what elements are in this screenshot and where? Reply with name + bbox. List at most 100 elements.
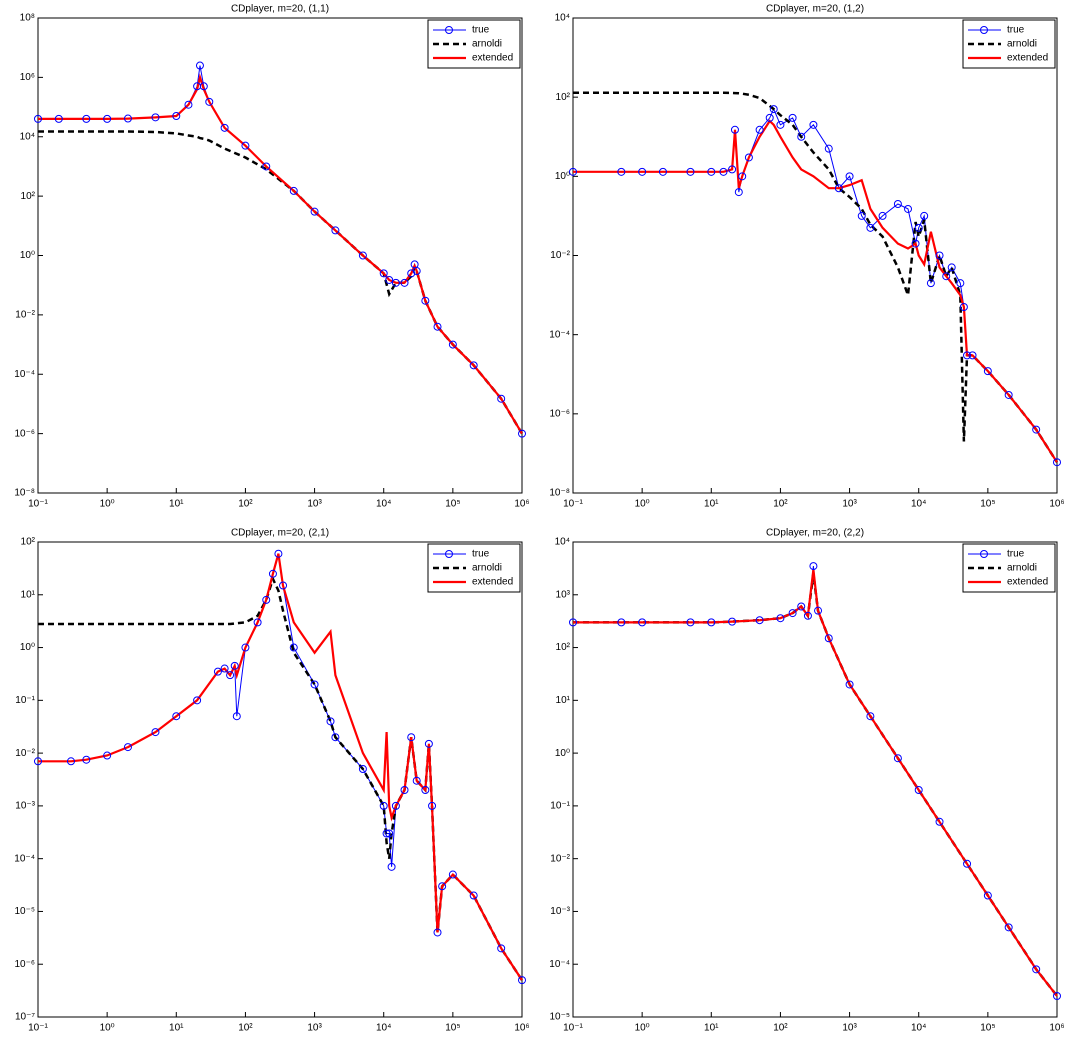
data-point <box>289 186 298 195</box>
x-tick-label: 10⁻¹ <box>563 1023 583 1034</box>
data-point <box>914 786 923 795</box>
y-tick-label: 10⁻² <box>550 853 570 864</box>
data-point <box>1053 458 1061 467</box>
y-tick-label: 10⁻⁷ <box>15 1012 35 1023</box>
data-point <box>719 167 728 176</box>
data-point <box>400 278 409 287</box>
y-tick-label: 10⁴ <box>555 13 570 24</box>
data-point <box>205 97 214 106</box>
y-tick-label: 10² <box>556 92 571 103</box>
data-point <box>448 870 457 879</box>
x-tick-label: 10² <box>238 499 253 510</box>
data-point <box>942 272 951 281</box>
x-tick-label: 10³ <box>307 499 322 510</box>
x-tick-label: 10⁴ <box>911 499 926 510</box>
data-point <box>983 367 992 376</box>
legend-label: true <box>472 25 490 36</box>
data-point <box>497 944 506 953</box>
y-tick-label: 10⁻⁴ <box>549 959 570 970</box>
data-point <box>920 211 929 220</box>
data-point <box>617 618 626 627</box>
y-tick-label: 10¹ <box>21 589 36 600</box>
legend: true arnoldi extended <box>962 543 1056 593</box>
y-tick-label: 10⁸ <box>20 13 35 24</box>
legend-label: extended <box>1007 53 1048 64</box>
data-point <box>857 211 866 220</box>
plot-area <box>572 17 1058 494</box>
y-tick-label: 10⁻³ <box>15 801 35 812</box>
x-tick-label: 10² <box>238 1023 253 1034</box>
chart-title: CDplayer, m=20, (1,2) <box>766 4 864 15</box>
data-point <box>1053 991 1061 1000</box>
data-point <box>385 275 394 284</box>
data-point <box>407 733 416 742</box>
legend-marker <box>445 550 453 558</box>
x-tick-label: 10⁻¹ <box>28 1023 48 1034</box>
data-point <box>268 569 277 578</box>
data-point <box>963 859 972 868</box>
data-point <box>421 786 430 795</box>
data-point <box>253 618 262 627</box>
data-point <box>151 113 160 122</box>
y-tick-label: 10⁻⁴ <box>14 369 35 380</box>
data-point <box>34 757 42 766</box>
plot-area <box>37 541 523 1018</box>
data-point <box>728 617 737 626</box>
data-point <box>959 302 968 311</box>
data-point <box>151 728 160 737</box>
x-tick-label: 10¹ <box>169 1023 184 1034</box>
x-tick-label: 10⁴ <box>376 1023 391 1034</box>
data-point <box>438 882 447 891</box>
data-point <box>734 188 743 197</box>
series-line <box>38 575 524 981</box>
data-point <box>387 862 396 871</box>
legend-label: extended <box>472 53 513 64</box>
data-point <box>412 776 421 785</box>
x-tick-label: 10⁶ <box>1049 1023 1064 1034</box>
data-point <box>469 891 478 900</box>
data-point <box>809 562 818 571</box>
series-line <box>38 553 523 981</box>
y-tick-label: 10⁻⁵ <box>549 1012 570 1023</box>
y-tick-label: 10⁻⁸ <box>549 488 570 499</box>
y-tick-label: 10⁻² <box>550 250 570 261</box>
data-point <box>744 153 753 162</box>
data-point <box>824 144 833 153</box>
data-point <box>199 82 208 91</box>
data-point <box>518 976 526 985</box>
legend: true arnoldi extended <box>427 543 521 593</box>
data-point <box>424 739 433 748</box>
data-point <box>707 167 716 176</box>
x-tick-label: 10⁻¹ <box>28 499 48 510</box>
x-tick-label: 10¹ <box>704 499 719 510</box>
data-point <box>230 661 239 670</box>
chart-title: CDplayer, m=20, (1,1) <box>231 4 329 15</box>
data-point <box>358 251 367 260</box>
data-point <box>968 351 977 360</box>
data-point <box>358 764 367 773</box>
y-tick-label: 10⁻⁶ <box>14 959 35 970</box>
data-point <box>728 165 737 174</box>
data-point <box>1004 923 1013 932</box>
data-point <box>788 609 797 618</box>
data-point <box>226 671 235 680</box>
data-point <box>326 717 335 726</box>
data-point <box>220 664 229 673</box>
data-point <box>738 172 747 181</box>
data-point <box>1032 425 1041 434</box>
x-tick-label: 10⁶ <box>514 1023 529 1034</box>
data-point <box>379 269 388 278</box>
data-point <box>385 829 394 838</box>
y-tick-label: 10⁻⁸ <box>14 488 35 499</box>
data-point <box>638 167 647 176</box>
y-tick-label: 10⁻⁵ <box>14 906 35 917</box>
data-point <box>755 616 764 625</box>
y-tick-label: 10⁶ <box>20 72 35 83</box>
x-tick-label: 10¹ <box>169 499 184 510</box>
data-point <box>878 211 887 220</box>
data-point <box>331 226 340 235</box>
x-tick-label: 10⁰ <box>635 1023 650 1034</box>
data-point <box>66 757 75 766</box>
data-point <box>776 614 785 623</box>
